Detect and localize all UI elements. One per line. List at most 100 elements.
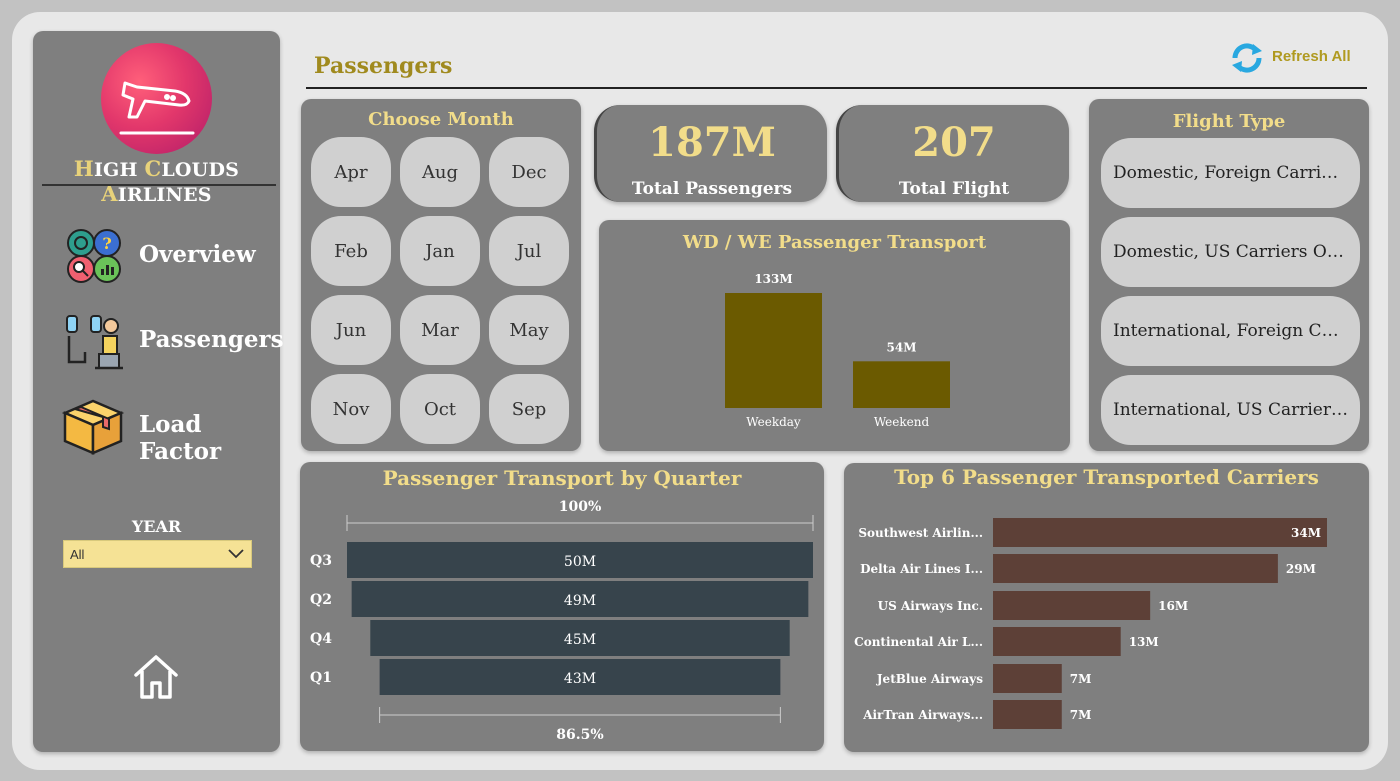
wdwe-category-label: Weekday	[746, 415, 801, 429]
header-divider	[306, 87, 1367, 89]
carrier-data-label: 16M	[1158, 599, 1188, 613]
kpi-total-flight-value: 207	[912, 119, 996, 166]
airline-logo	[101, 43, 212, 154]
funnel-bar	[347, 542, 813, 578]
funnel-bar	[379, 659, 781, 695]
wdwe-data-label: 133M	[754, 272, 792, 286]
month-button-jun[interactable]: Jun	[311, 295, 391, 365]
kpi-total-flight-label: Total Flight	[898, 179, 1010, 199]
kpi-total-passengers: 187M Total Passengers	[594, 105, 827, 202]
funnel-category-label: Q2	[310, 592, 332, 608]
carrier-data-label: 34M	[1291, 526, 1321, 540]
wdwe-category-label: Weekend	[874, 415, 930, 429]
month-button-sep[interactable]: Sep	[489, 374, 569, 444]
carrier-bar	[993, 591, 1151, 620]
refresh-icon	[1232, 43, 1262, 73]
funnel-bar	[370, 620, 790, 656]
carriers-chart-title: Top 6 Passenger Transported Carriers	[894, 465, 1319, 489]
funnel-bar	[351, 581, 809, 617]
nav-load-factor-label: Load Factor	[139, 411, 222, 465]
funnel-bottom-percent: 86.5%	[556, 727, 603, 743]
page-title: Passengers	[314, 53, 453, 79]
funnel-data-label: 43M	[564, 671, 596, 687]
month-button-apr[interactable]: Apr	[311, 137, 391, 207]
funnel-category-label: Q4	[310, 631, 332, 647]
funnel-data-label: 45M	[564, 632, 596, 648]
wdwe-bar	[853, 361, 950, 408]
home-icon[interactable]	[132, 653, 180, 701]
flight-type-title: Flight Type	[1172, 111, 1286, 132]
month-button-oct[interactable]: Oct	[400, 374, 480, 444]
kpi-total-flight: 207 Total Flight	[836, 105, 1069, 202]
carrier-category-label: US Airways Inc.	[878, 599, 983, 613]
year-dropdown[interactable]: All	[63, 540, 252, 568]
wdwe-data-label: 54M	[887, 340, 917, 354]
brand-divider	[42, 184, 276, 186]
nav-load-factor[interactable]: Load Factor	[33, 391, 280, 465]
carrier-category-label: Delta Air Lines I...	[860, 562, 983, 576]
carrier-bar	[993, 518, 1327, 547]
month-button-mar[interactable]: Mar	[400, 295, 480, 365]
month-button-aug[interactable]: Aug	[400, 137, 480, 207]
carrier-data-label: 7M	[1070, 708, 1092, 722]
quarter-chart-card: Passenger Transport by Quarter 100% 50M Q3…	[300, 462, 824, 751]
carrier-data-label: 29M	[1286, 562, 1316, 576]
quarter-funnel-chart: 100% 50M Q3 49M Q2 45M Q4 43M Q1 86.5%	[310, 499, 814, 743]
wdwe-chart-title: WD / WE Passenger Transport	[682, 232, 987, 253]
carrier-bar	[993, 554, 1278, 583]
quarter-chart-title: Passenger Transport by Quarter	[382, 466, 742, 490]
flight-type-button[interactable]: Domestic, US Carriers Only	[1101, 217, 1360, 287]
month-button-nov[interactable]: Nov	[311, 374, 391, 444]
year-label: YEAR	[131, 517, 182, 536]
flight-type-label: International, US Carriers Only	[1113, 400, 1348, 420]
kpi-total-passengers-label: Total Passengers	[631, 179, 793, 199]
nav-overview[interactable]: ? Overview	[33, 221, 280, 291]
funnel-data-label: 50M	[564, 554, 596, 570]
month-button-jul[interactable]: Jul	[489, 216, 569, 286]
month-button-feb[interactable]: Feb	[311, 216, 391, 286]
refresh-all-label: Refresh All	[1272, 48, 1351, 65]
carriers-bar-chart: 34M Southwest Airlin... 29M Delta Air Lines…	[854, 518, 1327, 729]
sidebar: HIGH CLOUDS AIRLINES ? Overview P	[33, 31, 284, 752]
nav-passengers[interactable]: Passengers	[33, 306, 284, 376]
funnel-category-label: Q3	[310, 553, 332, 569]
carrier-data-label: 13M	[1129, 635, 1159, 649]
flight-type-button[interactable]: International, Foreign Carriers	[1101, 296, 1360, 366]
carrier-data-label: 7M	[1070, 672, 1092, 686]
month-slicer-title: Choose Month	[368, 109, 514, 130]
funnel-category-label: Q1	[310, 670, 332, 686]
carriers-chart-card: Top 6 Passenger Transported Carriers 34M…	[844, 463, 1369, 752]
carrier-category-label: AirTran Airways...	[862, 708, 983, 722]
month-button-dec[interactable]: Dec	[489, 137, 569, 207]
kpi-total-passengers-value: 187M	[648, 119, 776, 166]
nav-passengers-label: Passengers	[139, 326, 284, 353]
wdwe-chart-card: WD / WE Passenger Transport 133M Weekday 5…	[599, 220, 1070, 451]
box-icon	[61, 399, 125, 455]
funnel-data-label: 49M	[564, 593, 596, 609]
month-button-jan[interactable]: Jan	[400, 216, 480, 286]
flight-type-label: International, Foreign Carriers	[1113, 321, 1348, 341]
carrier-bar	[993, 627, 1121, 656]
chevron-down-icon	[228, 549, 244, 559]
wdwe-bar	[725, 293, 822, 408]
flight-type-button[interactable]: International, US Carriers Only	[1101, 375, 1360, 445]
brand-name: HIGH CLOUDS AIRLINES	[73, 156, 240, 206]
carrier-bar	[993, 700, 1062, 729]
flight-type-button[interactable]: Domestic, Foreign Carriers	[1101, 138, 1360, 208]
carrier-category-label: Southwest Airlin...	[858, 526, 983, 540]
overview-icon: ?	[67, 229, 121, 283]
airplane-icon	[119, 81, 195, 135]
carrier-category-label: JetBlue Airways	[876, 672, 983, 686]
funnel-top-percent: 100%	[559, 499, 602, 515]
month-button-may[interactable]: May	[489, 295, 569, 365]
month-slicer: Choose Month Apr Aug Dec Feb Jan Jul Jun Mar May…	[301, 99, 581, 451]
carrier-bar	[993, 664, 1062, 693]
flight-type-label: Domestic, US Carriers Only	[1113, 242, 1348, 262]
nav-overview-label: Overview	[139, 241, 256, 268]
svg-text:?: ?	[102, 234, 111, 253]
wdwe-chart: 133M Weekday 54M Weekend	[725, 272, 950, 429]
passenger-icon	[66, 315, 123, 370]
flight-type-slicer: Flight Type Domestic, Foreign Carriers Do…	[1089, 99, 1369, 451]
carrier-category-label: Continental Air L...	[854, 635, 983, 649]
flight-type-label: Domestic, Foreign Carriers	[1113, 163, 1348, 183]
